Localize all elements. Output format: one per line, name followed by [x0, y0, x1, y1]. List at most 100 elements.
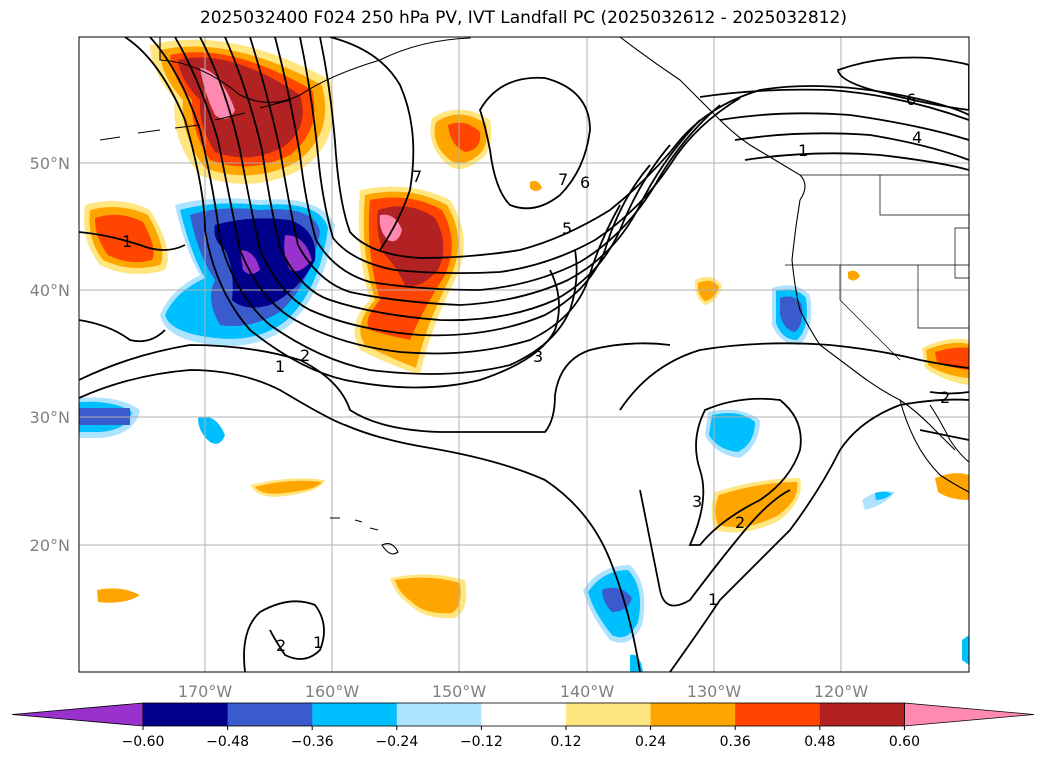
state-borders — [785, 175, 969, 361]
colorbar-ticks: −0.60 −0.48 −0.36 −0.24 −0.12 0.12 0.24 0.36 0.4… — [122, 726, 920, 750]
latitude-labels: 50°N 40°N 30°N 20°N — [30, 154, 70, 555]
ivt-contour — [124, 37, 560, 389]
ivt-contour — [734, 132, 969, 161]
contour-label: 7 — [412, 167, 422, 186]
ivt-contour — [619, 342, 969, 411]
ivt-contour — [329, 37, 415, 191]
colorbar-swatch — [566, 703, 652, 726]
contour-label: 4 — [912, 128, 922, 147]
ivt-contour — [224, 37, 671, 322]
contour-label: 6 — [906, 90, 916, 109]
pv-shading — [79, 39, 969, 672]
ivt-contour — [688, 397, 802, 546]
contour-label: 1 — [313, 633, 323, 652]
colorbar-tick-label: −0.48 — [206, 734, 249, 750]
gulf-of-california — [929, 404, 969, 463]
colorbar-tick-label: −0.24 — [375, 734, 418, 750]
ivt-contour — [79, 342, 671, 433]
longitude-label: 150°W — [432, 682, 487, 701]
longitude-label: 170°W — [178, 682, 233, 701]
pv-positive-region — [97, 588, 140, 603]
longitude-label: 140°W — [560, 682, 615, 701]
contour-label: 1 — [122, 232, 132, 251]
colorbar-swatch — [481, 703, 567, 726]
colorbar-tick-label: −0.12 — [460, 734, 503, 750]
pv-positive-region — [715, 482, 798, 528]
colorbar-swatches — [11, 702, 1035, 727]
contour-label: 5 — [562, 219, 572, 238]
pv-positive-region — [848, 270, 860, 281]
contour-label: 1 — [798, 141, 808, 160]
colorbar-tick-label: 0.48 — [804, 734, 835, 750]
pv-negative-region — [709, 413, 755, 452]
pv-negative-region — [240, 250, 260, 274]
ivt-contour — [479, 76, 591, 210]
longitude-label: 130°W — [687, 682, 742, 701]
ivt-contour — [639, 489, 791, 607]
ivt-contour — [319, 37, 969, 259]
latitude-label: 40°N — [30, 281, 70, 300]
pv-positive-region — [95, 214, 154, 263]
ivt-contour — [836, 56, 969, 111]
colorbar-tick-label: 0.12 — [550, 734, 581, 750]
contour-label: 2 — [276, 636, 286, 655]
ivt-contour — [699, 88, 969, 121]
gridlines — [79, 37, 969, 672]
ivt-contour — [243, 600, 325, 672]
colorbar-tick-label: 0.36 — [720, 734, 751, 750]
colorbar-swatch — [312, 703, 398, 726]
contour-label: 7 — [558, 170, 568, 189]
pv-positive-region — [935, 473, 969, 500]
pv-positive-region — [395, 577, 461, 614]
colorbar-extend-low — [11, 702, 144, 727]
ivt-contour — [719, 112, 969, 141]
contour-label: 2 — [300, 346, 310, 365]
map-panel: 1 2 1 3 5 6 7 7 6 4 1 3 2 1 1 2 2 — [79, 37, 969, 672]
longitude-labels: 170°W 160°W 150°W 140°W 130°W 120°W — [178, 682, 869, 701]
colorbar-swatch — [650, 703, 736, 726]
longitude-label: 160°W — [305, 682, 360, 701]
contour-labels: 1 2 1 3 5 6 7 7 6 4 1 3 2 1 1 2 2 — [122, 90, 950, 655]
colorbar-frame — [142, 702, 905, 727]
pv-negative-region — [875, 491, 892, 500]
map-frame — [78, 36, 970, 673]
latitude-label: 30°N — [30, 408, 70, 427]
contour-label: 3 — [533, 347, 543, 366]
pv-positive-region — [530, 180, 542, 191]
colorbar-swatch — [819, 703, 905, 726]
ivt-contour — [174, 37, 621, 355]
pv-positive-region — [255, 480, 322, 494]
contour-label: 1 — [275, 357, 285, 376]
pv-negative-region — [962, 635, 969, 665]
contour-label: 3 — [692, 492, 702, 511]
ivt-contour — [79, 319, 166, 343]
colorbar: −0.60 −0.48 −0.36 −0.24 −0.12 0.12 0.24 0.36 0.4… — [11, 702, 1035, 750]
colorbar-swatch — [396, 703, 482, 726]
latitude-label: 20°N — [30, 536, 70, 555]
contour-label: 6 — [580, 173, 590, 192]
colorbar-tick-label: −0.36 — [291, 734, 334, 750]
coastlines — [99, 37, 969, 555]
pv-positive-region — [448, 122, 481, 152]
ivt-contour — [149, 37, 578, 375]
pv-negative-region — [284, 235, 312, 272]
ivt-contour — [299, 37, 741, 275]
ivt-contour — [379, 189, 411, 251]
ivt-contour — [919, 429, 969, 441]
ivt-contour — [744, 152, 969, 171]
longitude-label: 120°W — [814, 682, 869, 701]
pv-negative-region — [780, 296, 803, 332]
colorbar-swatch — [227, 703, 313, 726]
ivt-contour — [79, 231, 186, 251]
contour-label: 1 — [708, 590, 718, 609]
hawaii-islands — [330, 517, 399, 555]
pv-positive-region — [200, 68, 235, 119]
pv-negative-region — [602, 587, 632, 612]
contour-label: 2 — [940, 388, 950, 407]
ivt-contour — [929, 391, 969, 395]
canada-coastline — [619, 37, 806, 201]
ivt-contours — [79, 37, 969, 672]
colorbar-tick-label: 0.24 — [635, 734, 666, 750]
contour-label: 2 — [735, 513, 745, 532]
